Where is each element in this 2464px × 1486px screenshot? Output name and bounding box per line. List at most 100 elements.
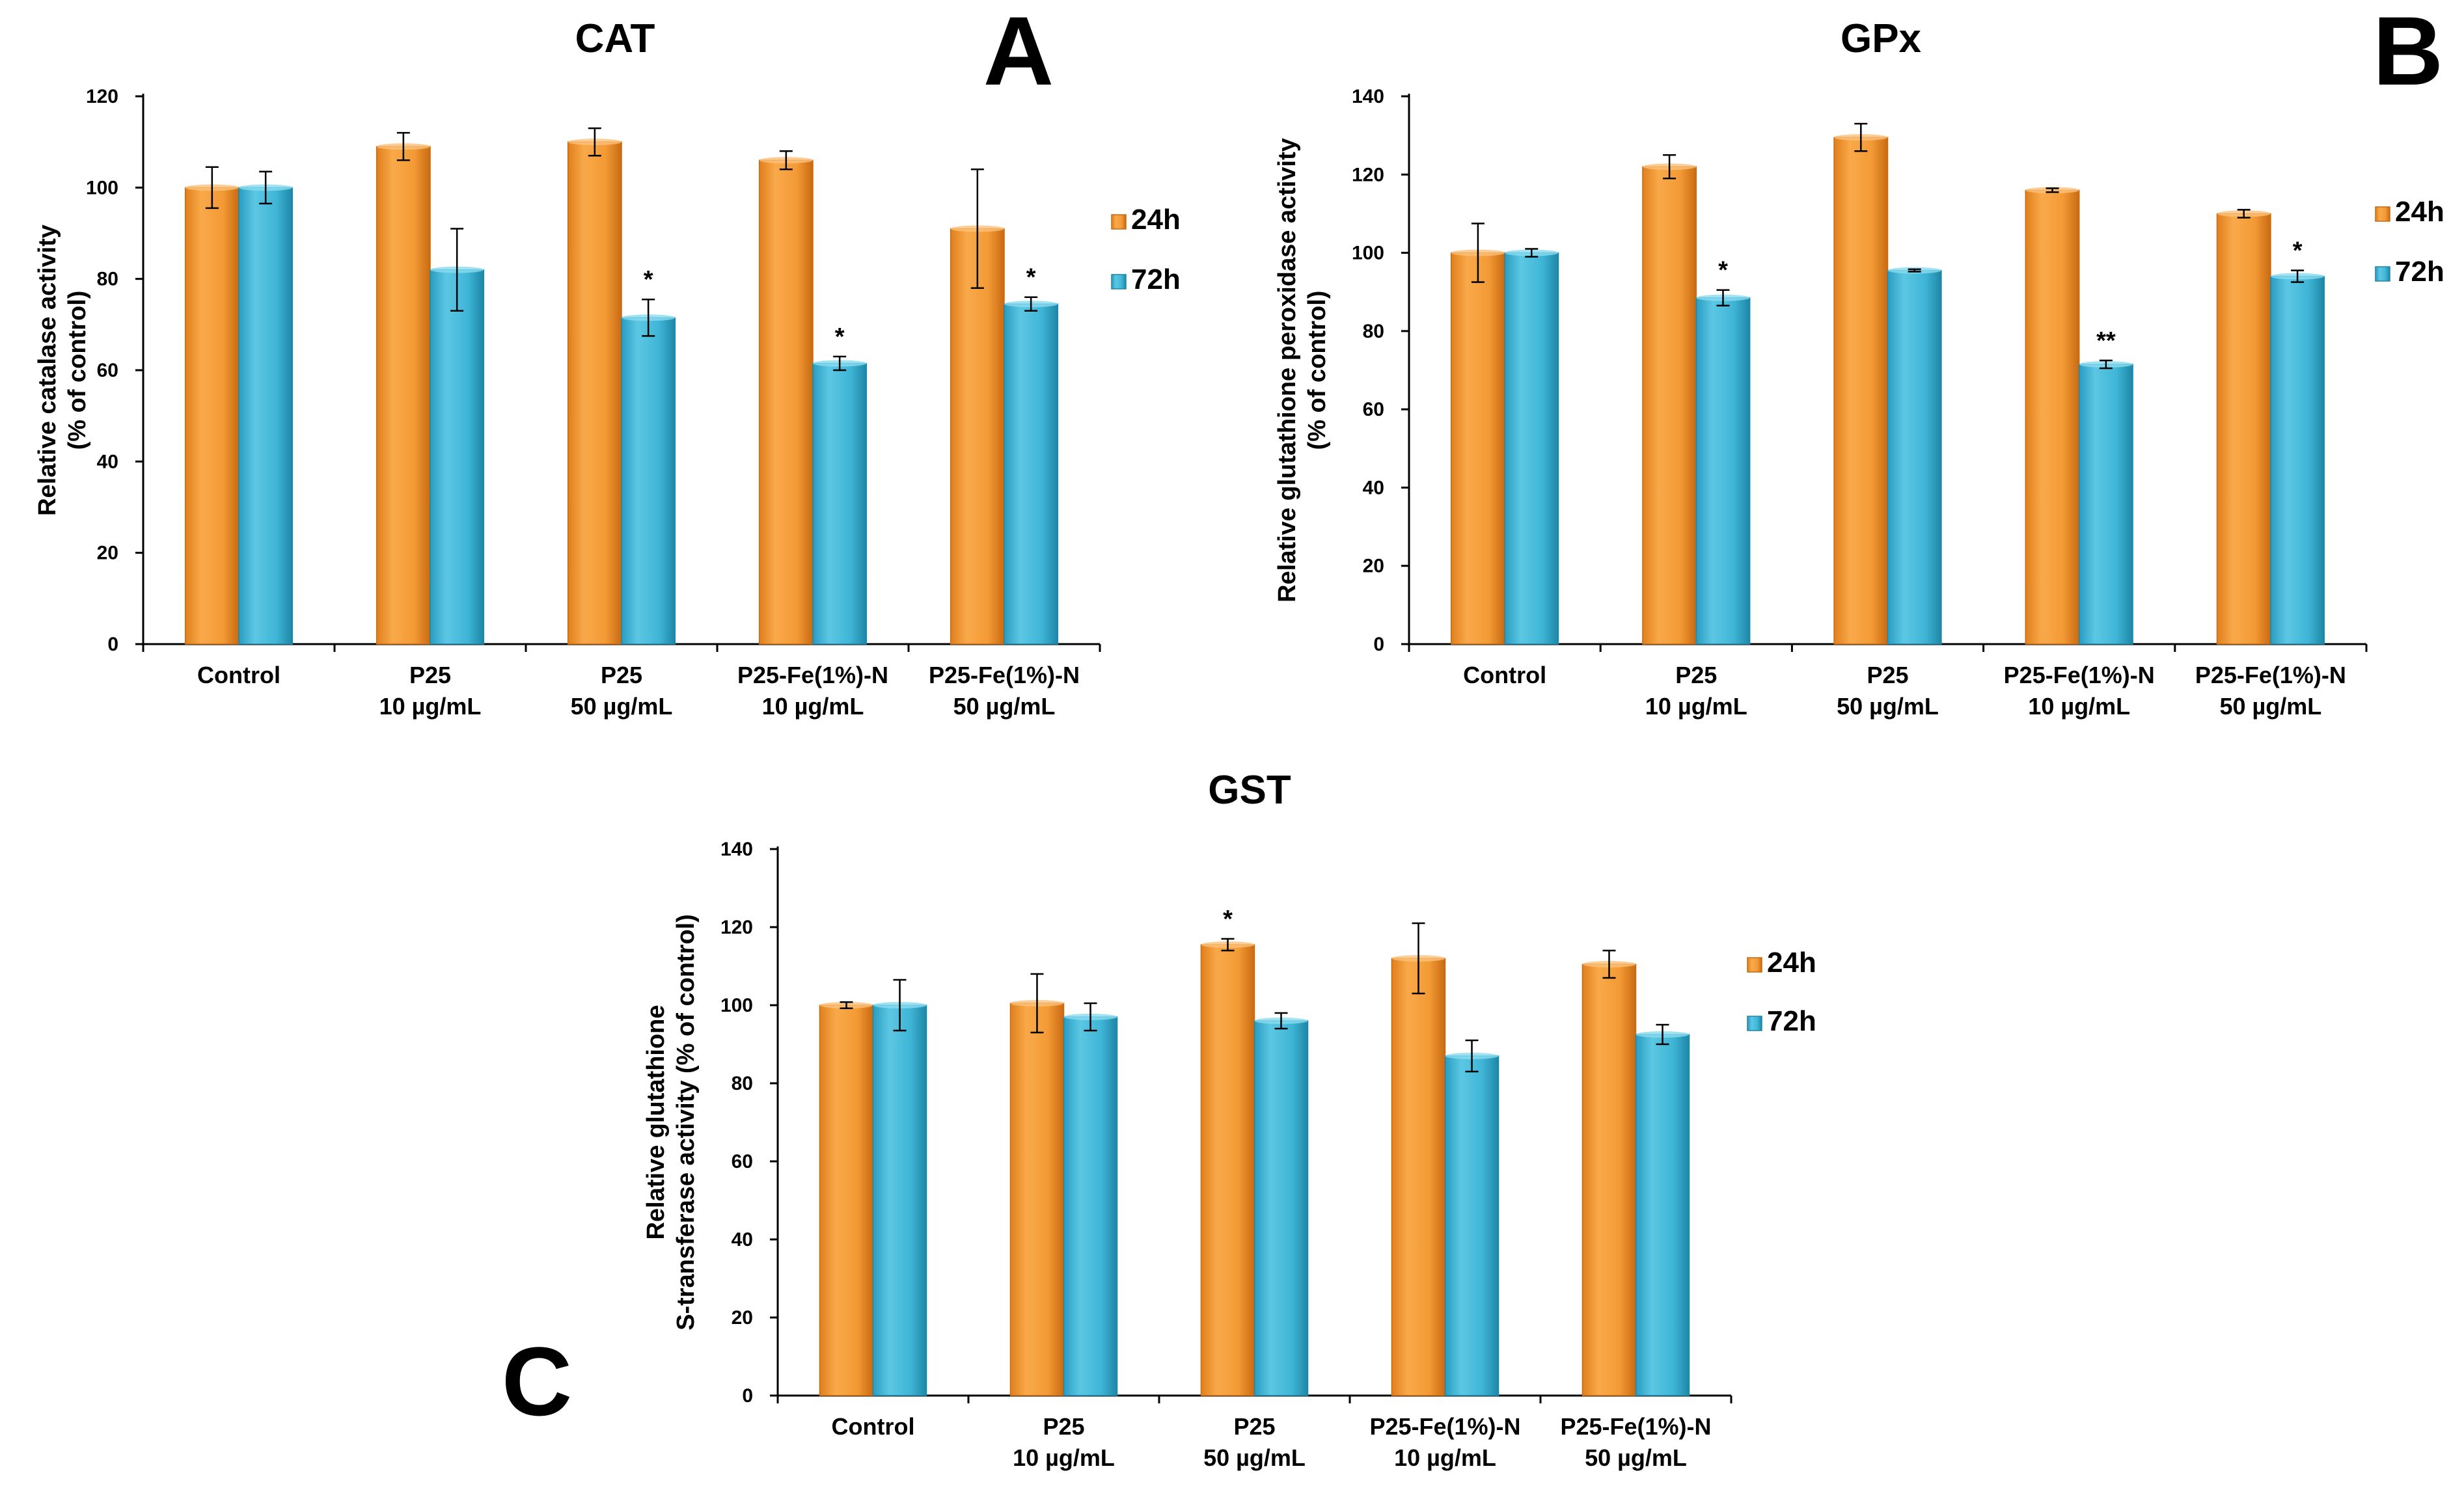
x-tick-label: Control (832, 1413, 915, 1440)
x-tick-label: P25-Fe(1%)-N 10 µg/mL (2004, 662, 2155, 720)
legend-label-72h: 72h (1131, 263, 1181, 295)
bar-24h-1 (1642, 166, 1697, 645)
legend-label-24h: 24h (1131, 204, 1181, 236)
bar-24h-4 (1581, 964, 1637, 1396)
legend-label-24h: 24h (1767, 947, 1816, 979)
bar-24h-4 (950, 228, 1005, 645)
bar-72h-1 (430, 269, 485, 645)
bar-24h-2 (1833, 137, 1889, 645)
x-tick-label-line: P25 (1233, 1413, 1275, 1440)
bar-72h-4 (2270, 275, 2325, 645)
y-tick-label: 120 (86, 86, 118, 107)
bar-72h-0 (238, 187, 294, 645)
y-tick-label: 0 (742, 1385, 753, 1407)
chart-title: CAT (575, 16, 655, 61)
chart-panel-b: GPx B Relative glutathione peroxidase acti… (1274, 0, 2444, 720)
bar-72h-4 (1004, 303, 1059, 645)
x-tick-label-line: 50 µg/mL (1203, 1444, 1306, 1471)
y-axis-label-line: Relative glutathione (642, 1005, 670, 1239)
x-tick-label: P25 10 µg/mL (1645, 662, 1747, 720)
x-tick-label-line: Control (832, 1413, 915, 1440)
y-tick-label: 140 (1352, 86, 1384, 107)
y-tick-label: 40 (732, 1229, 753, 1250)
x-tick-label: P25 10 µg/mL (1013, 1413, 1115, 1471)
y-tick-label: 40 (1363, 477, 1384, 498)
y-axis-label-line: (% of control) (1304, 291, 1331, 450)
bar-72h-0 (872, 1005, 927, 1396)
y-axis-label: Relative catalase activity (% of control) (34, 224, 91, 516)
chart-title: GPx (1841, 16, 1922, 61)
bar-72h-0 (1504, 252, 1559, 645)
x-tick-label-line: 10 µg/mL (2028, 693, 2130, 720)
bar-24h-2 (1200, 944, 1255, 1396)
x-tick-label-line: P25 (601, 662, 642, 688)
legend-swatch-24h (2375, 206, 2390, 222)
significance-mark: * (1718, 257, 1728, 284)
bar-24h-0 (1450, 252, 1505, 645)
x-tick-label-line: P25-Fe(1%)-N (2004, 662, 2155, 688)
x-tick-label-line: P25-Fe(1%)-N (1369, 1413, 1520, 1440)
y-tick-label: 100 (1352, 243, 1384, 264)
bar-24h-2 (567, 141, 622, 645)
x-tick-label-line: P25-Fe(1%)-N (2195, 662, 2346, 688)
y-tick-label: 120 (720, 917, 753, 938)
bar-72h-3 (2078, 364, 2133, 645)
y-tick-label: 60 (732, 1151, 753, 1172)
y-tick-label: 140 (720, 839, 753, 860)
bar-24h-3 (758, 159, 814, 645)
y-tick-label: 80 (732, 1073, 753, 1094)
x-tick-label-line: P25 (1867, 662, 1908, 688)
significance-mark: * (644, 266, 653, 293)
x-tick-label-line: P25-Fe(1%)-N (929, 662, 1080, 688)
x-tick-label: Control (1463, 662, 1546, 688)
legend-label-24h: 24h (2395, 196, 2444, 228)
x-tick-label-line: 50 µg/mL (2220, 693, 2322, 720)
y-tick-label: 0 (107, 634, 118, 655)
y-tick-label: 40 (97, 451, 118, 472)
legend-label-72h: 72h (1767, 1005, 1816, 1037)
x-tick-label-line: 10 µg/mL (1645, 693, 1747, 720)
y-tick-label: 0 (1373, 634, 1384, 655)
y-axis-label: Relative glutathione peroxidase activity… (1274, 138, 1331, 602)
bar-24h-0 (184, 187, 240, 645)
legend-swatch-24h (1111, 214, 1127, 230)
chart-panel-a: CAT A Relative catalase activity (% of cont… (34, 0, 1181, 720)
bar-72h-1 (1695, 297, 1751, 645)
y-axis-label: Relative glutathione S-transferase activi… (642, 914, 700, 1331)
bar-24h-0 (819, 1005, 874, 1396)
significance-mark: ** (2096, 327, 2116, 355)
y-axis-label-line: (% of control) (64, 291, 91, 450)
chart-title: GST (1208, 768, 1291, 813)
x-tick-label: P25 50 µg/mL (1203, 1413, 1306, 1471)
bar-72h-2 (1887, 269, 1942, 645)
y-tick-label: 80 (97, 269, 118, 290)
y-tick-label: 20 (97, 543, 118, 564)
x-tick-label: P25-Fe(1%)-N 10 µg/mL (1369, 1413, 1520, 1471)
legend-swatch-72h (1747, 1016, 1762, 1031)
significance-mark: * (1223, 906, 1233, 933)
x-tick-label-line: P25 (1043, 1413, 1084, 1440)
x-tick-label-line: Control (1463, 662, 1546, 688)
x-tick-label: P25 50 µg/mL (571, 662, 673, 720)
bar-72h-2 (621, 317, 676, 645)
y-tick-label: 80 (1363, 321, 1384, 342)
x-tick-label-line: Control (197, 662, 281, 688)
panel-letter: C (502, 1327, 572, 1436)
bar-72h-2 (1253, 1020, 1309, 1396)
x-tick-label: P25-Fe(1%)-N 50 µg/mL (2195, 662, 2346, 720)
bar-72h-1 (1063, 1016, 1118, 1396)
x-tick-label-line: 50 µg/mL (1837, 693, 1939, 720)
bar-24h-3 (1391, 958, 1446, 1396)
panel-letter: A (983, 0, 1054, 105)
bar-24h-4 (2216, 213, 2271, 645)
x-tick-label: P25-Fe(1%)-N 50 µg/mL (1560, 1413, 1711, 1471)
y-tick-label: 100 (86, 177, 118, 198)
x-tick-label: P25 50 µg/mL (1837, 662, 1939, 720)
bar-24h-3 (2025, 189, 2080, 645)
legend-swatch-72h (2375, 266, 2390, 282)
x-tick-label-line: 10 µg/mL (1394, 1444, 1496, 1471)
significance-mark: * (835, 323, 845, 351)
legend-swatch-72h (1111, 274, 1127, 290)
bar-24h-1 (1009, 1003, 1065, 1396)
